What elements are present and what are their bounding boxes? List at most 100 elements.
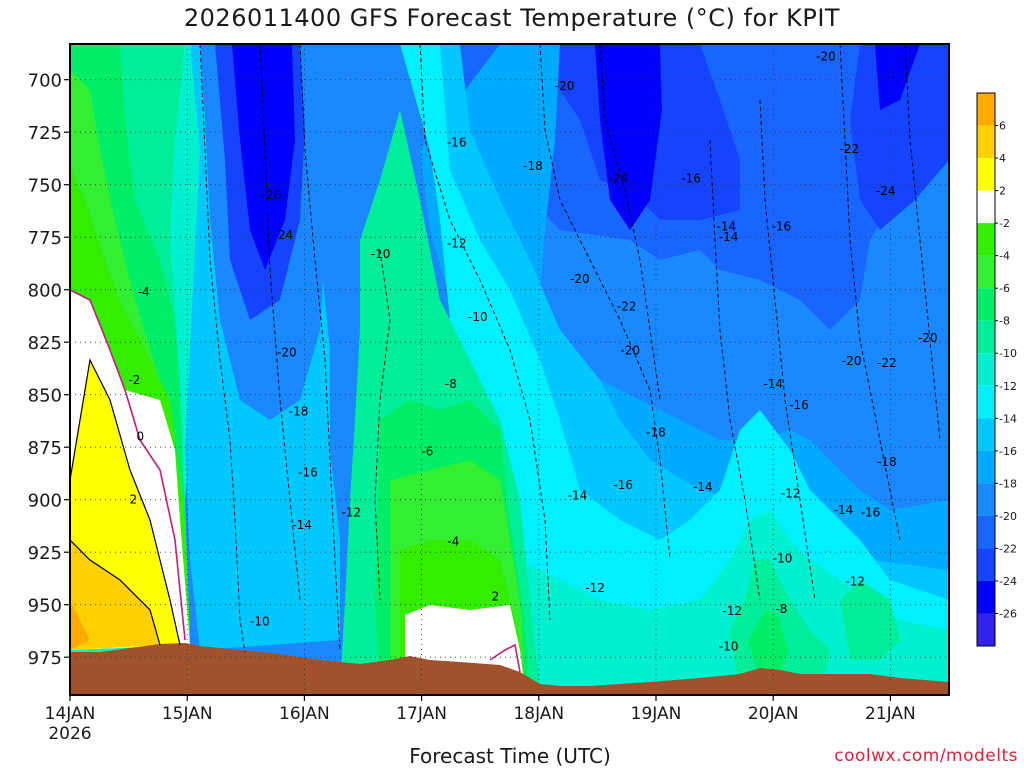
y-tick-label: 825 [28,333,62,354]
contour-label: -16 [772,220,792,234]
contour-label: -18 [877,455,897,469]
colorbar-swatch [977,353,995,386]
y-tick-label: 750 [28,176,62,197]
contour-label: -14 [693,480,713,494]
contour-label: -18 [523,159,543,173]
chart-title: 2026011400 GFS Forecast Temperature (°C)… [183,4,841,32]
y-axis: 700 725 750 775 800 825 850 875 900 925 950 975 [28,71,70,669]
contour-label: -12 [722,604,742,618]
x-tick-label: 19JAN [631,704,682,724]
contour-label: -10 [250,615,270,629]
field-band-26a [595,44,662,230]
y-tick-label: 700 [28,71,62,92]
contour-label: -12 [845,575,865,589]
contour-label: -4 [447,535,459,549]
contour-labels: -26-24-20-18-16-14-12-10-10-12-10-8-6-42… [128,50,937,654]
contour-label: -26 [262,188,282,202]
plot-field [70,44,949,695]
contour-label: -14 [834,503,854,517]
x-axis-title: Forecast Time (UTC) [409,744,611,768]
contour-label: -14 [568,489,588,503]
colorbar-swatch [977,613,995,646]
colorbar-swatch [977,158,995,191]
field-band-24b [850,44,949,230]
contour-label: -10 [468,310,488,324]
colorbar-label: -8 [999,315,1010,328]
plot-frame [69,43,950,696]
x-tick-label: 21JAN [865,704,916,724]
colorbar-frame [976,92,996,647]
freezing-line [70,289,186,641]
solid-contours [70,358,181,646]
contour-label: -12 [341,505,361,519]
contour-label: -14 [719,230,739,244]
colorbar-swatch [977,483,995,516]
contour-label: -22 [617,300,637,314]
colorbar-swatch [977,515,995,549]
freezing-line-2 [489,643,521,673]
contour-label: -20 [555,79,575,93]
colorbar-swatch [977,580,995,614]
colorbar-swatch [977,93,995,126]
contour-label: -18 [289,405,309,419]
colorbar-label: -4 [999,250,1010,263]
y-tick-label: 900 [28,491,62,512]
y-tick-label: 850 [28,386,62,407]
contour-label: -20 [277,346,297,360]
field-band-8a [748,610,788,680]
contour-label: -20 [816,50,836,64]
contour-label: -24 [876,184,896,198]
field-band-12a [520,510,949,695]
x-tick-label: 17JAN [396,704,447,724]
contour-label: -22 [840,142,860,156]
colorbar-label: -22 [999,542,1017,555]
x-tick-label: 15JAN [162,704,213,724]
colorbar-label: -14 [999,412,1017,425]
colorbar-swatch [977,190,995,224]
field-band-14 [400,44,949,695]
x-tick-label: 14JAN [45,704,96,724]
x-tick-label: 16JAN [279,704,330,724]
field-band-26b [875,44,920,110]
colorbar-label: -18 [999,477,1017,490]
contour-label: -16 [447,136,467,150]
contour-label: -6 [421,444,433,458]
field-band-plus6 [70,600,90,650]
x-tick-sublabel: 2026 [48,724,91,744]
colorbar-label: -16 [999,445,1017,458]
contour-label: 2 [129,493,137,507]
contour-label: -16 [613,478,633,492]
contour-label: -14 [763,377,783,391]
y-tick-label: 775 [28,228,62,249]
contour-label: -10 [371,247,391,261]
colorbar-swatch [977,418,995,451]
colorbar-label: -12 [999,380,1017,393]
y-tick-label: 800 [28,281,62,302]
contour-label: -16 [789,398,809,412]
contour-label: -10 [719,640,739,654]
colorbar-label: -26 [999,607,1017,620]
field-band-10b [840,580,900,660]
contour-label: -20 [620,344,640,358]
y-tick-label: 925 [28,543,62,564]
colorbar-swatch [977,125,995,159]
contour-label: -12 [447,237,467,251]
x-tick-label: 20JAN [748,704,799,724]
contour-label: -12 [585,581,605,595]
contour-label: -24 [609,171,629,185]
contour-label: -16 [298,465,318,479]
colorbar-label: 4 [999,152,1006,165]
y-tick-label: 950 [28,596,62,617]
colorbar-swatch [977,450,995,484]
contour-label: -20 [918,331,938,345]
x-tick-label: 18JAN [513,704,564,724]
colorbar-swatch [977,255,995,289]
field-band-26c [232,44,295,270]
colorbar-swatch [977,288,995,321]
colorbar-swatch [977,548,995,581]
contour-label: -10 [773,552,793,566]
colorbar-label: -24 [999,575,1017,588]
contour-label: -20 [570,272,590,286]
